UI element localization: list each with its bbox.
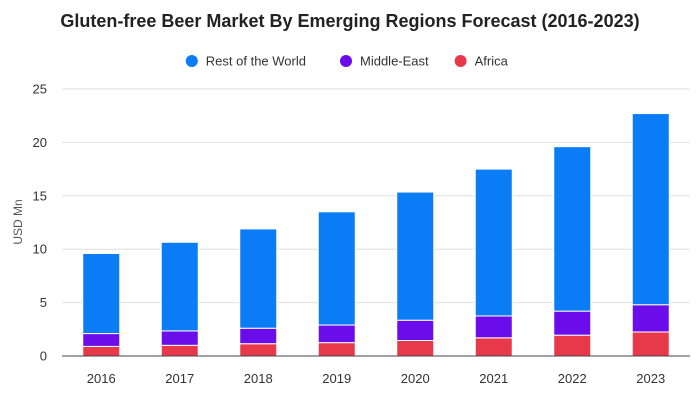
bar-stack-2021 (474, 168, 513, 357)
x-axis-ticks: 2016 2017 2018 2019 2020 2021 2022 2023 (87, 371, 665, 386)
x-tick-label: 2021 (479, 371, 508, 386)
bar-segment-rest-of-the-world[interactable] (317, 211, 356, 326)
bar-segment-middle-east[interactable] (160, 330, 199, 346)
x-tick-label: 2019 (322, 371, 351, 386)
y-axis-ticks: 0 5 10 15 20 25 (33, 82, 47, 364)
bar-segment-rest-of-the-world[interactable] (239, 228, 278, 329)
legend-label: Africa (475, 54, 509, 69)
bar-segment-africa[interactable] (396, 340, 435, 357)
y-tick-label: 15 (33, 188, 47, 203)
bar-segment-africa[interactable] (474, 337, 513, 357)
y-tick-label: 0 (40, 349, 47, 364)
legend-swatch (185, 55, 198, 67)
x-tick-label: 2022 (558, 371, 587, 386)
x-tick-label: 2016 (87, 371, 116, 386)
y-tick-label: 25 (33, 82, 47, 97)
y-tick-label: 10 (33, 242, 47, 257)
legend-label: Middle-East (360, 54, 429, 69)
legend-item[interactable]: Africa (454, 54, 509, 69)
x-tick-label: 2020 (401, 371, 430, 386)
x-tick-label: 2023 (636, 371, 665, 386)
bar-segment-middle-east[interactable] (474, 315, 513, 339)
y-tick-label: 5 (40, 295, 47, 310)
bar-segment-rest-of-the-world[interactable] (553, 146, 592, 312)
bar-segment-africa[interactable] (631, 331, 670, 357)
bar-segment-africa[interactable] (160, 344, 199, 357)
bar-segment-africa[interactable] (82, 345, 121, 357)
bar-segment-rest-of-the-world[interactable] (82, 252, 121, 335)
bar-stack-2020 (396, 191, 435, 357)
bar-segment-rest-of-the-world[interactable] (631, 113, 670, 306)
y-axis-title: USD Mn (11, 199, 25, 244)
bar-segment-rest-of-the-world[interactable] (396, 191, 435, 321)
y-tick-label: 20 (33, 135, 47, 150)
x-tick-label: 2018 (244, 371, 273, 386)
bar-stack-2018 (239, 228, 278, 357)
bar-stack-2023 (631, 113, 670, 357)
bar-segment-middle-east[interactable] (631, 304, 670, 333)
chart-legend: Rest of the World Middle-East Africa (185, 54, 509, 69)
bar-stack-2019 (317, 211, 356, 357)
bar-segment-middle-east[interactable] (239, 327, 278, 345)
legend-label: Rest of the World (206, 54, 306, 69)
bar-segment-middle-east[interactable] (317, 324, 356, 344)
legend-swatch (340, 55, 352, 67)
bar-stack-2022 (553, 146, 592, 357)
legend-swatch (454, 55, 467, 67)
legend-item[interactable]: Rest of the World (185, 54, 306, 69)
bar-segment-africa[interactable] (317, 342, 356, 357)
y-gridlines (62, 88, 690, 304)
bar-segment-middle-east[interactable] (82, 333, 121, 347)
x-tick-label: 2017 (165, 371, 194, 386)
bar-segment-rest-of-the-world[interactable] (474, 168, 513, 317)
bar-stack-2016 (82, 252, 121, 357)
bar-segment-rest-of-the-world[interactable] (160, 241, 199, 332)
bar-segment-africa[interactable] (553, 334, 592, 357)
bar-segment-africa[interactable] (239, 343, 278, 357)
legend-item[interactable]: Middle-East (340, 54, 429, 69)
bar-groups (82, 113, 670, 357)
bar-segment-middle-east[interactable] (553, 310, 592, 336)
bar-segment-middle-east[interactable] (396, 319, 435, 342)
chart-title: Gluten-free Beer Market By Emerging Regi… (60, 11, 639, 31)
bar-stack-2017 (160, 241, 199, 357)
